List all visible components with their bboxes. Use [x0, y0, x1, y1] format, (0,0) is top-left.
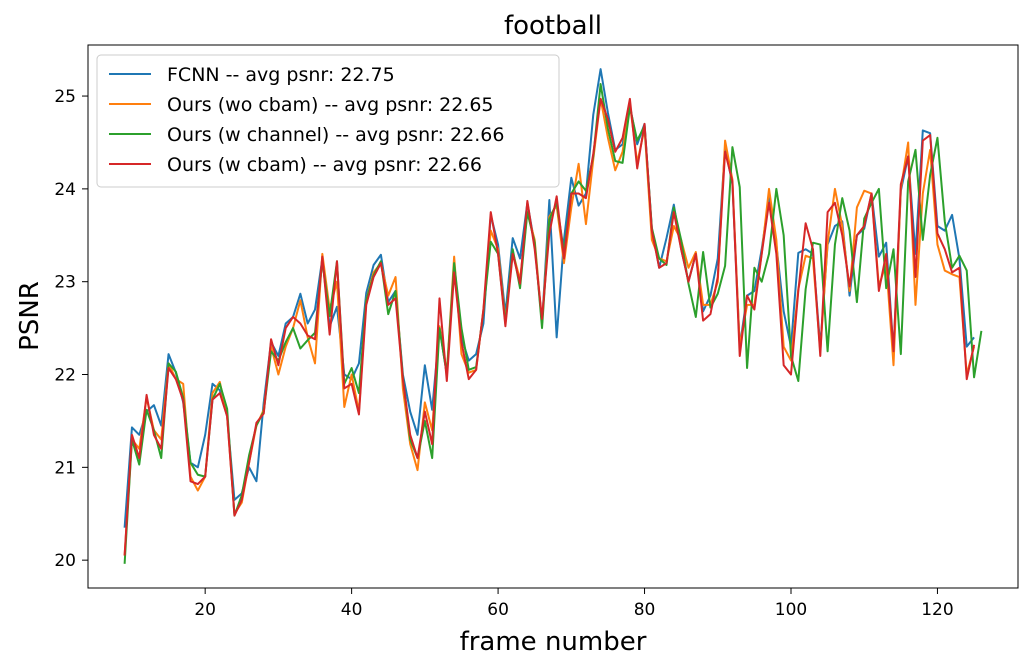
- x-tick-label: 40: [341, 600, 363, 620]
- y-tick-label: 25: [54, 87, 76, 107]
- y-axis-label: PSNR: [15, 281, 45, 351]
- y-axis-ticks: 20 21 22 23 24 25: [54, 87, 88, 571]
- legend-label-3: Ours (w cbam) -- avg psnr: 22.66: [167, 154, 482, 176]
- series-lines: [123, 68, 983, 564]
- legend: FCNN -- avg psnr: 22.75 Ours (wo cbam) --…: [96, 54, 560, 188]
- x-tick-label: 80: [634, 600, 656, 620]
- legend-box: [96, 54, 560, 188]
- y-tick-label: 20: [54, 551, 76, 571]
- plot-frame: [87, 44, 1019, 589]
- legend-label-1: Ours (wo cbam) -- avg psnr: 22.65: [167, 94, 494, 116]
- series-line-3: [123, 97, 976, 556]
- y-tick-label: 22: [54, 366, 76, 386]
- legend-label-0: FCNN -- avg psnr: 22.75: [167, 64, 395, 86]
- y-tick-label: 24: [54, 180, 76, 200]
- chart-title: football: [504, 11, 602, 41]
- y-tick-label: 21: [54, 458, 76, 478]
- x-axis-ticks: 20 40 60 80 100 120: [194, 588, 954, 620]
- x-axis-label: frame number: [460, 627, 647, 657]
- x-tick-label: 120: [921, 600, 953, 620]
- legend-label-2: Ours (w channel) -- avg psnr: 22.66: [167, 124, 504, 146]
- x-tick-label: 20: [194, 600, 216, 620]
- y-tick-label: 23: [54, 273, 76, 293]
- x-tick-label: 100: [775, 600, 807, 620]
- x-tick-label: 60: [487, 600, 509, 620]
